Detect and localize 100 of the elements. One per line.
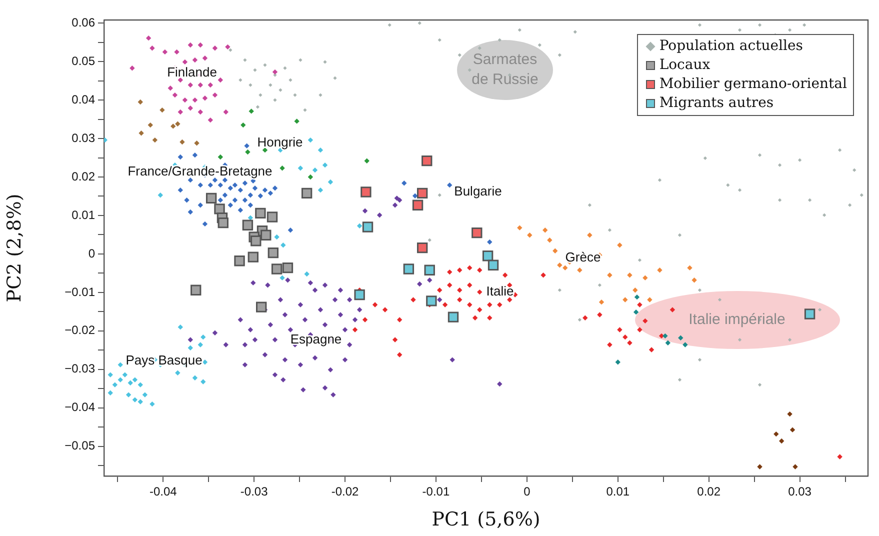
point: [178, 109, 183, 115]
point: [212, 330, 218, 336]
point: [487, 239, 492, 245]
point: [238, 187, 244, 193]
y-tick-label: 0.05: [72, 54, 96, 68]
point: [318, 147, 324, 153]
point: [487, 315, 492, 320]
point: [242, 362, 248, 368]
point: [467, 302, 472, 308]
point: [577, 268, 582, 273]
point: [132, 377, 138, 382]
y-tick-label: −0.05: [64, 438, 96, 453]
point: [622, 334, 628, 340]
y-tick-label: 0.04: [72, 92, 96, 106]
point: [322, 162, 328, 168]
point: [562, 265, 568, 270]
point: [457, 268, 462, 273]
point: [312, 167, 318, 173]
point: [214, 204, 225, 214]
point: [274, 234, 280, 240]
point: [332, 297, 338, 302]
point: [285, 278, 290, 283]
point: [272, 337, 278, 342]
point: [152, 137, 158, 143]
point: [222, 192, 228, 198]
point: [540, 272, 546, 278]
point: [228, 202, 234, 208]
x-tick-label: 0.03: [788, 484, 812, 499]
point: [282, 262, 294, 274]
point: [416, 188, 428, 199]
point: [632, 288, 638, 293]
point: [180, 139, 185, 145]
point: [300, 387, 306, 392]
point: [175, 370, 180, 376]
point: [467, 282, 472, 288]
point: [170, 124, 176, 129]
point: [294, 118, 300, 124]
point: [396, 352, 402, 358]
point: [607, 342, 612, 348]
point: [206, 192, 217, 204]
point: [118, 362, 123, 368]
point: [188, 106, 194, 111]
point: [450, 357, 455, 362]
point: [282, 312, 288, 318]
x-axis-title: PC1 (5,6%): [432, 508, 540, 531]
point: [362, 222, 374, 232]
point: [256, 302, 267, 312]
point: [657, 268, 662, 273]
point: [128, 380, 133, 386]
point: [637, 327, 642, 332]
point: [392, 337, 398, 342]
point: [774, 431, 779, 437]
point: [302, 317, 308, 322]
point: [130, 66, 135, 71]
y-tick-label: 0.06: [72, 15, 96, 30]
legend-label: Migrants autres: [659, 94, 774, 113]
point: [178, 324, 183, 330]
point: [188, 209, 194, 215]
point: [202, 359, 208, 365]
point: [403, 264, 414, 274]
point: [304, 271, 310, 277]
point: [497, 302, 502, 308]
point: [132, 397, 138, 402]
point: [265, 282, 270, 288]
x-tick-label: 0.01: [606, 484, 630, 499]
point: [262, 187, 268, 193]
point: [252, 186, 258, 191]
point: [312, 288, 318, 293]
point: [198, 82, 204, 88]
point: [757, 464, 762, 470]
point: [502, 272, 508, 278]
y-tick-label: 0.02: [72, 169, 96, 184]
y-tick-label: 0.03: [72, 130, 96, 145]
point: [687, 265, 692, 270]
point: [517, 225, 522, 230]
point: [268, 247, 279, 258]
point: [138, 99, 143, 105]
point: [587, 232, 592, 238]
point: [422, 155, 432, 166]
point: [648, 347, 654, 352]
point: [248, 202, 254, 208]
point: [212, 45, 218, 51]
point: [598, 299, 604, 305]
point: [255, 208, 266, 219]
point: [208, 117, 214, 123]
point: [280, 166, 285, 171]
point: [392, 202, 398, 208]
point: [552, 248, 558, 254]
point: [352, 317, 358, 322]
point: [198, 109, 204, 115]
point: [328, 179, 334, 185]
point: [198, 202, 204, 208]
point: [338, 288, 344, 293]
point: [417, 281, 422, 287]
point: [488, 260, 499, 270]
point: [665, 340, 671, 346]
point: [148, 122, 153, 128]
point: [192, 375, 198, 380]
point: [280, 242, 286, 248]
point: [787, 411, 792, 417]
